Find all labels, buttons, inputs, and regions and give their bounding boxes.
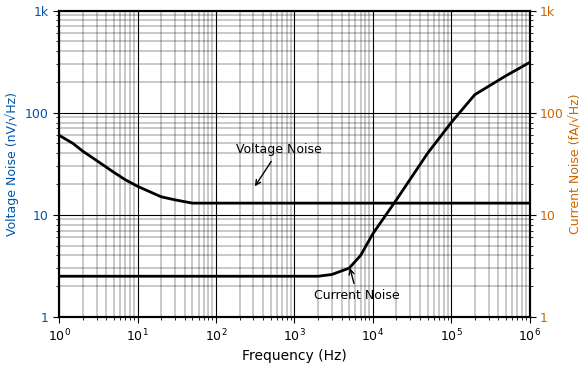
Text: Voltage Noise: Voltage Noise <box>236 143 322 185</box>
Y-axis label: Current Noise (fA/√Hz): Current Noise (fA/√Hz) <box>569 93 583 234</box>
X-axis label: Frequency (Hz): Frequency (Hz) <box>242 349 347 363</box>
Text: Current Noise: Current Noise <box>315 269 400 302</box>
Y-axis label: Voltage Noise (nV/√Hz): Voltage Noise (nV/√Hz) <box>5 92 19 236</box>
